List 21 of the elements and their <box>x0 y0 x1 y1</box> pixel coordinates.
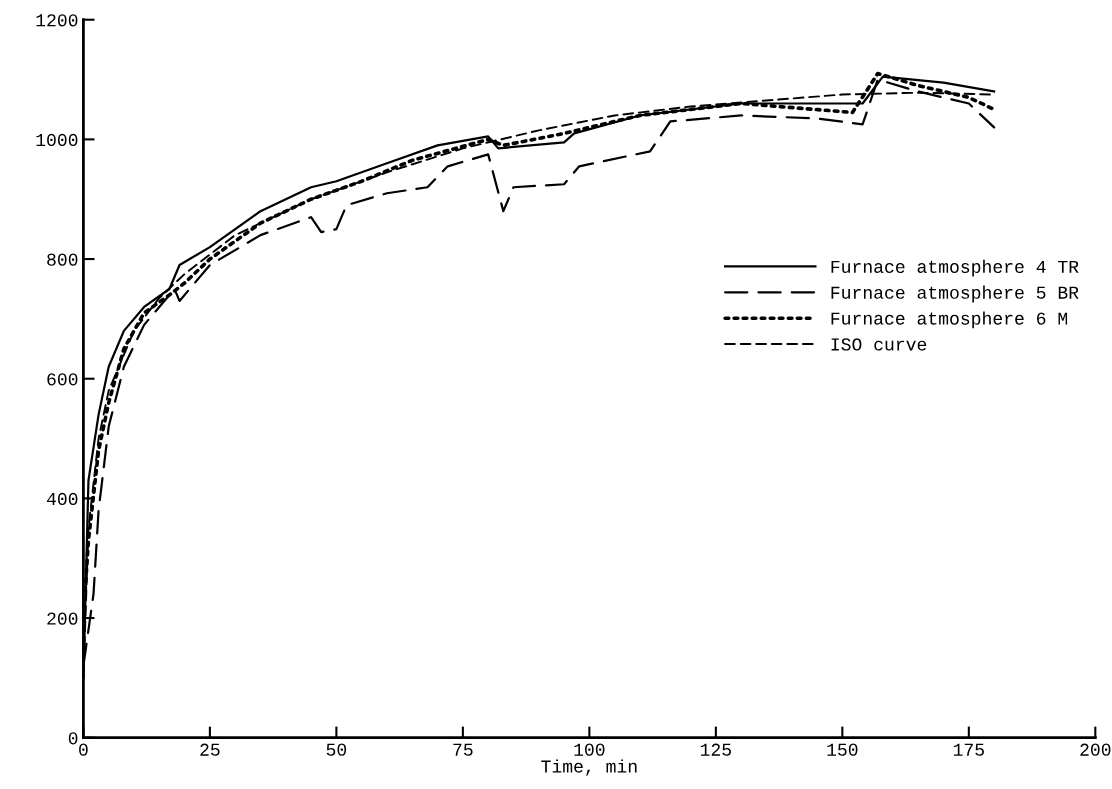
y-tick-label: 600 <box>47 373 78 386</box>
legend-label: Furnace atmosphere 4 TR <box>831 259 1079 277</box>
y-tick-label: 800 <box>47 253 78 266</box>
x-tick-label: 50 <box>326 743 347 756</box>
legend-label: Furnace atmosphere 6 M <box>831 311 1068 329</box>
x-tick-label: 75 <box>453 743 473 756</box>
x-tick-label: 0 <box>79 743 88 756</box>
x-tick-label: 100 <box>574 743 605 756</box>
x-tick-label: 25 <box>200 743 220 756</box>
x-tick-label: 150 <box>827 743 858 756</box>
legend-label: ISO curve <box>831 338 927 351</box>
x-tick-label: 125 <box>700 743 731 756</box>
y-tick-label: 1000 <box>36 133 78 147</box>
y-tick-label: 1200 <box>36 14 78 27</box>
legend-label: Furnace atmosphere 5 BR <box>831 285 1079 303</box>
y-tick-label: 0 <box>68 732 78 745</box>
y-tick-label: 200 <box>47 612 78 625</box>
y-tick-label: 400 <box>46 492 78 506</box>
x-tick-label: 175 <box>953 743 984 756</box>
x-tick-label: 200 <box>1080 743 1111 756</box>
x-axis-title: Time, min <box>541 759 637 776</box>
